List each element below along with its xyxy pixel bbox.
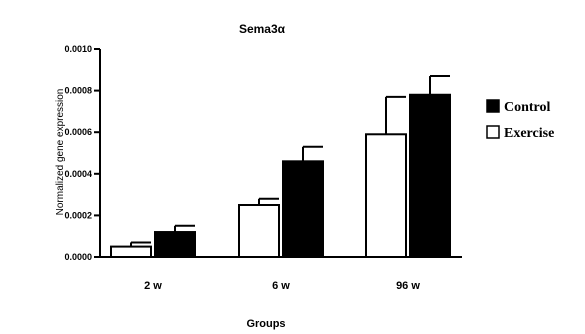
bar-exercise-1 <box>238 204 280 258</box>
legend-label-exercise: Exercise <box>504 126 554 141</box>
x-tick-label-2: 96 w <box>396 280 420 292</box>
legend-swatch-exercise <box>486 125 500 139</box>
legend-swatch-control <box>486 99 500 113</box>
x-tick-label-1: 6 w <box>272 280 290 292</box>
y-tick-label-3: 0.0006 <box>64 127 92 137</box>
y-tick-label-2: 0.0004 <box>64 169 92 179</box>
y-tick-label-0: 0.0000 <box>64 252 92 262</box>
bar-exercise-0 <box>110 245 152 259</box>
bar-control-0 <box>154 231 196 258</box>
bars: 2 w 6 w 96 w <box>110 75 451 292</box>
legend-label-control: Control <box>504 100 551 115</box>
legend: Control Exercise <box>486 99 554 141</box>
x-axis-label: Groups <box>246 318 285 330</box>
bar-control-1 <box>282 160 324 259</box>
y-tick-label-5: 0.0010 <box>64 44 92 54</box>
x-tick-label-0: 2 w <box>144 280 162 292</box>
bar-exercise-2 <box>365 133 407 258</box>
y-axis-label: Normalized gene expression <box>55 89 66 216</box>
chart-title: Sema3α <box>239 22 286 36</box>
y-tick-label-1: 0.0002 <box>64 210 92 220</box>
bar-control-2 <box>409 93 451 259</box>
y-tick-label-4: 0.0008 <box>64 86 92 96</box>
